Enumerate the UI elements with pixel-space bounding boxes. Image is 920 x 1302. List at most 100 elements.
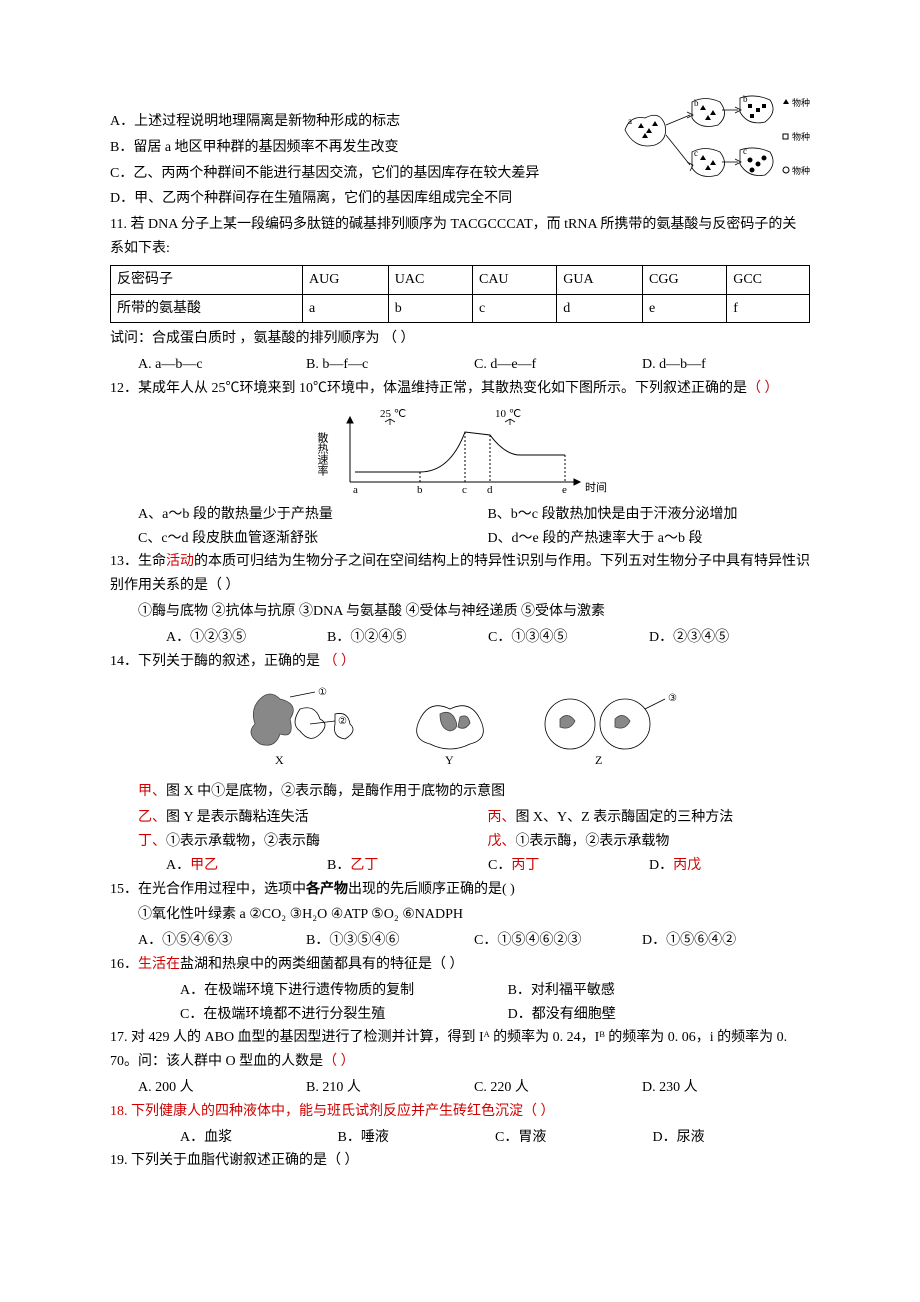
- q16-red: 生活在: [138, 957, 180, 972]
- txt: ①表示酶，②表示承载物: [515, 834, 669, 849]
- table-cell: UAC: [388, 265, 472, 294]
- fig-label: Y: [445, 753, 454, 767]
- table-cell: CAU: [472, 265, 556, 294]
- tick: d: [487, 484, 493, 496]
- q13-red: 活动: [166, 554, 194, 569]
- fig-label: X: [275, 753, 284, 767]
- tick: a: [353, 484, 358, 496]
- q17-text: 17. 对 429 人的 ABO 血型的基因型进行了检测并计算，得到 Iᴬ 的频…: [110, 1030, 787, 1069]
- q15-stem: 15．在光合作用过程中，选项中各产物出现的先后顺序正确的是( ): [110, 878, 810, 902]
- q13-items: ①酶与底物 ②抗体与抗原 ③DNA 与氨基酸 ④受体与神经递质 ⑤受体与激素: [110, 600, 810, 624]
- opt: A、a～b 段的散热量少于产热量: [138, 503, 487, 527]
- svg-text:c: c: [743, 146, 747, 156]
- legend-a: 物种甲: [792, 97, 810, 108]
- table-cell: 反密码子: [111, 265, 303, 294]
- opt: D. d—b—f: [642, 353, 810, 377]
- q16-pre: 16．: [110, 957, 138, 972]
- q19-stem: 19. 下列关于血脂代谢叙述正确的是（ ）: [110, 1149, 810, 1173]
- q13-pre: 13．生命: [110, 554, 166, 569]
- opt: A．在极端环境下进行遗传物质的复制: [180, 979, 508, 1003]
- opt: D、d～e 段的产热速率大于 a～b 段: [487, 527, 702, 551]
- table-cell: f: [727, 294, 810, 323]
- opt: C、c～d 段皮肤血管逐渐舒张: [138, 527, 487, 551]
- svg-text:b: b: [694, 98, 699, 108]
- opt: A．血浆: [180, 1126, 338, 1150]
- q11-stem2: 试问：合成蛋白质时 ，氨基酸的排列顺序为 （ ）: [110, 327, 810, 351]
- opt: B．①②④⑤: [327, 626, 488, 650]
- q12-chart: 散热速率 25 ℃ 10 ℃ a b c d e 时间: [110, 407, 810, 497]
- q11-options: A. a—b—c B. b—f—c C. d—e—f D. d—b—f: [110, 353, 810, 377]
- opt: A．①⑤④⑥③: [138, 929, 306, 953]
- txt: 图 X 中①是底物，②表示酶，是酶作用于底物的示意图: [166, 784, 505, 799]
- opt: C．在极端环境都不进行分裂生殖: [180, 1003, 508, 1027]
- q15-options: A．①⑤④⑥③ B．①③⑤④⑥ C．①⑤④⑥②③ D．①⑤⑥④②: [110, 929, 810, 953]
- pre: 戊、: [487, 834, 515, 849]
- opt: C．①③④⑤: [488, 626, 649, 650]
- opt: D．尿液: [653, 1126, 811, 1150]
- q16-row1: A．在极端环境下进行遗传物质的复制 B．对利福平敏感: [110, 979, 810, 1003]
- marker: ③: [668, 693, 677, 704]
- q17-options: A. 200 人 B. 210 人 C. 220 人 D. 230 人: [110, 1076, 810, 1100]
- q15-pre: 15．在光合作用过程中，选项中: [110, 882, 306, 897]
- txt: ①表示承载物，②表示酶: [166, 834, 320, 849]
- q13-stem: 13．生命活动的本质可归结为生物分子之间在空间结构上的特异性识别与作用。下列五对…: [110, 550, 810, 598]
- pre: 乙、: [138, 810, 166, 825]
- opt: C. d—e—f: [474, 353, 642, 377]
- legend-b: 物种乙: [792, 131, 810, 142]
- table-cell: GCC: [727, 265, 810, 294]
- txt: 图 Y 是表示酶粘连失活: [166, 810, 309, 825]
- q14-figure: ① ② X Y ③ Z: [110, 679, 810, 774]
- table-cell: a: [302, 294, 388, 323]
- pre: 甲、: [138, 784, 166, 799]
- q10-speciation-diagram: a b b c c: [620, 90, 810, 200]
- q14-options: A．甲乙 B．乙丁 C．丙丁 D．丙戊: [110, 854, 810, 878]
- opt: C．丙丁: [488, 854, 649, 878]
- tick: c: [462, 484, 467, 496]
- q15-items: ①氧化性叶绿素 a ②CO₂ ③H₂O ④ATP ⑤O₂ ⑥NADPH: [110, 903, 810, 927]
- opt: D. 230 人: [642, 1076, 810, 1100]
- q11-table: 反密码子 AUG UAC CAU GUA CGG GCC 所带的氨基酸 a b …: [110, 265, 810, 324]
- q13-post: 的本质可归结为生物分子之间在空间结构上的特异性识别与作用。下列五对生物分子中具有…: [110, 554, 810, 593]
- opt: D．②③④⑤: [649, 626, 810, 650]
- table-cell: 所带的氨基酸: [111, 294, 303, 323]
- svg-text:a: a: [628, 116, 632, 126]
- q15-post: 出现的先后顺序正确的是( ): [348, 882, 515, 897]
- q13-options: A．①②③⑤ B．①②④⑤ C．①③④⑤ D．②③④⑤: [110, 626, 810, 650]
- xlabel: 时间: [585, 481, 607, 494]
- opt: C．①⑤④⑥②③: [474, 929, 642, 953]
- q12-stem-text: 12．某成年人从 25℃环境来到 10℃环境中，体温维持正常，其散热变化如下图所…: [110, 381, 747, 396]
- marker: ②: [338, 716, 347, 727]
- pre: 丁、: [138, 834, 166, 849]
- opt: D．①⑤⑥④②: [642, 929, 810, 953]
- ylabel: 散热速率: [316, 430, 329, 476]
- opt: B．对利福平敏感: [508, 979, 615, 1003]
- opt: A. a—b—c: [138, 353, 306, 377]
- q12-row2: C、c～d 段皮肤血管逐渐舒张 D、d～e 段的产热速率大于 a～b 段: [110, 527, 810, 551]
- svg-text:c: c: [694, 148, 698, 158]
- table-cell: e: [643, 294, 727, 323]
- q18-options: A．血浆 B．唾液 C．胃液 D．尿液: [110, 1126, 810, 1150]
- q17-stem: 17. 对 429 人的 ABO 血型的基因型进行了检测并计算，得到 Iᴬ 的频…: [110, 1026, 810, 1074]
- marker: ①: [318, 687, 327, 698]
- opt: B. 210 人: [306, 1076, 474, 1100]
- opt: B. b—f—c: [306, 353, 474, 377]
- tick: b: [417, 484, 423, 496]
- fig-label: Z: [595, 753, 602, 767]
- opt: D．都没有细胞壁: [508, 1003, 616, 1027]
- opt: B、b～c 段散热加快是由于汗液分泌增加: [487, 503, 737, 527]
- q16-post: 盐湖和热泉中的两类细菌都具有的特征是（ ）: [180, 957, 464, 972]
- table-cell: c: [472, 294, 556, 323]
- svg-text:b: b: [743, 94, 748, 104]
- opt: A．①②③⑤: [166, 626, 327, 650]
- opt: B．①③⑤④⑥: [306, 929, 474, 953]
- q17-paren: （ ）: [323, 1054, 355, 1069]
- opt: B．乙丁: [327, 854, 488, 878]
- opt: C．胃液: [495, 1126, 653, 1150]
- q14-line1: 甲、图 X 中①是底物，②表示酶，是酶作用于底物的示意图: [110, 780, 810, 804]
- table-cell: AUG: [302, 265, 388, 294]
- q18-stem: 18. 下列健康人的四种液体中，能与班氏试剂反应并产生砖红色沉淀（ ）: [110, 1100, 810, 1124]
- q12-paren: （ ）: [747, 381, 779, 396]
- q14-line3: 丁、①表示承载物，②表示酶 戊、①表示酶，②表示承载物: [110, 830, 810, 854]
- opt: D．丙戊: [649, 854, 810, 878]
- q11-stem: 11. 若 DNA 分子上某一段编码多肽链的碱基排列顺序为 TACGCCCAT，…: [110, 213, 810, 261]
